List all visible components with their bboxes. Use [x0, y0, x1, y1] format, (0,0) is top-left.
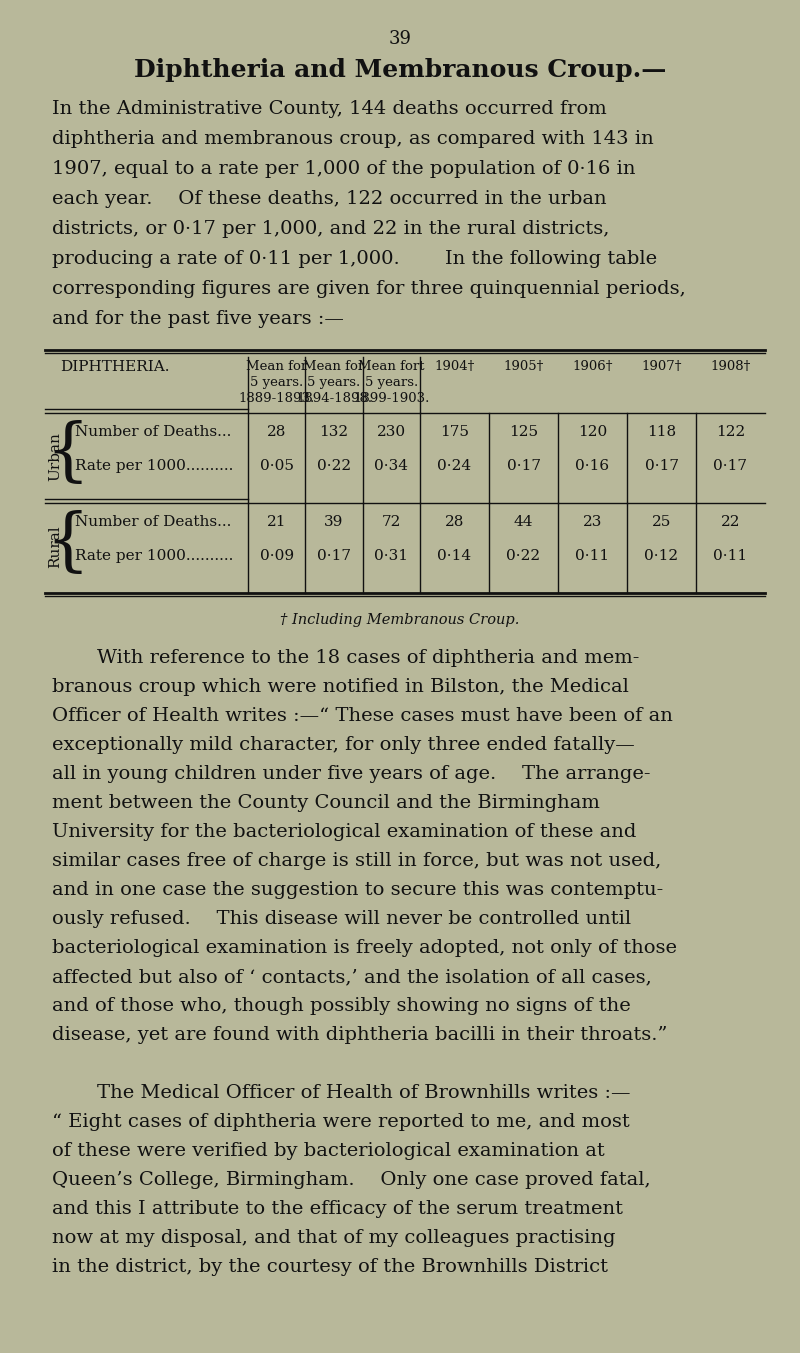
Text: and for the past five years :—: and for the past five years :— [52, 310, 344, 327]
Text: 1906†: 1906† [572, 360, 613, 373]
Text: DIPHTHERIA.: DIPHTHERIA. [60, 360, 170, 373]
Text: now at my disposal, and that of my colleagues practising: now at my disposal, and that of my colle… [52, 1229, 615, 1247]
Text: Officer of Health writes :—“ These cases must have been of an: Officer of Health writes :—“ These cases… [52, 708, 673, 725]
Text: similar cases free of charge is still in force, but was not used,: similar cases free of charge is still in… [52, 852, 662, 870]
Text: affected but also of ‘ contacts,’ and the isolation of all cases,: affected but also of ‘ contacts,’ and th… [52, 967, 652, 986]
Text: Queen’s College, Birmingham.  Only one case proved fatal,: Queen’s College, Birmingham. Only one ca… [52, 1170, 650, 1189]
Text: 39: 39 [324, 515, 344, 529]
Text: Rate per 1000..........: Rate per 1000.......... [75, 549, 234, 563]
Text: all in young children under five years of age.  The arrange-: all in young children under five years o… [52, 764, 650, 783]
Text: 21: 21 [267, 515, 286, 529]
Text: disease, yet are found with diphtheria bacilli in their throats.”: disease, yet are found with diphtheria b… [52, 1026, 667, 1045]
Text: 0·24: 0·24 [438, 459, 471, 474]
Text: 0·12: 0·12 [645, 549, 678, 563]
Text: producing a rate of 0·11 per 1,000.   In the following table: producing a rate of 0·11 per 1,000. In t… [52, 250, 657, 268]
Text: 0·11: 0·11 [575, 549, 610, 563]
Text: 23: 23 [583, 515, 602, 529]
Text: With reference to the 18 cases of diphtheria and mem-: With reference to the 18 cases of diphth… [97, 649, 639, 667]
Text: 0·17: 0·17 [506, 459, 541, 474]
Text: {: { [45, 421, 89, 487]
Text: and in one case the suggestion to secure this was contemptu-: and in one case the suggestion to secure… [52, 881, 663, 898]
Text: 0·09: 0·09 [260, 549, 294, 563]
Text: 0·05: 0·05 [260, 459, 294, 474]
Text: 125: 125 [509, 425, 538, 438]
Text: 72: 72 [382, 515, 401, 529]
Text: 132: 132 [319, 425, 349, 438]
Text: 0·17: 0·17 [317, 549, 351, 563]
Text: and this I attribute to the efficacy of the serum treatment: and this I attribute to the efficacy of … [52, 1200, 623, 1218]
Text: Mean fort
5 years.
1899-1903.: Mean fort 5 years. 1899-1903. [353, 360, 430, 405]
Text: † Including Membranous Croup.: † Including Membranous Croup. [280, 613, 520, 626]
Text: districts, or 0·17 per 1,000, and 22 in the rural districts,: districts, or 0·17 per 1,000, and 22 in … [52, 221, 610, 238]
Text: branous croup which were notified in Bilston, the Medical: branous croup which were notified in Bil… [52, 678, 629, 695]
Text: In the Administrative County, 144 deaths occurred from: In the Administrative County, 144 deaths… [52, 100, 606, 118]
Text: 0·22: 0·22 [506, 549, 541, 563]
Text: 230: 230 [377, 425, 406, 438]
Text: “ Eight cases of diphtheria were reported to me, and most: “ Eight cases of diphtheria were reporte… [52, 1114, 630, 1131]
Text: 0·34: 0·34 [374, 459, 408, 474]
Text: ment between the County Council and the Birmingham: ment between the County Council and the … [52, 794, 600, 812]
Text: {: { [45, 511, 89, 578]
Text: 122: 122 [716, 425, 745, 438]
Text: 28: 28 [445, 515, 464, 529]
Text: 1905†: 1905† [503, 360, 544, 373]
Text: 0·31: 0·31 [374, 549, 408, 563]
Text: 25: 25 [652, 515, 671, 529]
Text: Rate per 1000..........: Rate per 1000.......... [75, 459, 234, 474]
Text: 22: 22 [721, 515, 740, 529]
Text: of these were verified by bacteriological examination at: of these were verified by bacteriologica… [52, 1142, 605, 1160]
Text: Diphtheria and Membranous Croup.—: Diphtheria and Membranous Croup.— [134, 58, 666, 83]
Text: bacteriological examination is freely adopted, not only of those: bacteriological examination is freely ad… [52, 939, 677, 957]
Text: corresponding figures are given for three quinquennial periods,: corresponding figures are given for thre… [52, 280, 686, 298]
Text: Mean for
5 years.
1894-1898.: Mean for 5 years. 1894-1898. [296, 360, 372, 405]
Text: 0·22: 0·22 [317, 459, 351, 474]
Text: exceptionally mild character, for only three ended fatally—: exceptionally mild character, for only t… [52, 736, 634, 754]
Text: 0·14: 0·14 [438, 549, 471, 563]
Text: ously refused.  This disease will never be controlled until: ously refused. This disease will never b… [52, 911, 631, 928]
Text: 0·11: 0·11 [714, 549, 747, 563]
Text: Number of Deaths...: Number of Deaths... [75, 425, 231, 438]
Text: Mean for
5 years.
1889-1893.: Mean for 5 years. 1889-1893. [238, 360, 314, 405]
Text: in the district, by the courtesy of the Brownhills District: in the district, by the courtesy of the … [52, 1258, 608, 1276]
Text: Urban: Urban [48, 433, 62, 482]
Text: 0·17: 0·17 [645, 459, 678, 474]
Text: Number of Deaths...: Number of Deaths... [75, 515, 231, 529]
Text: diphtheria and membranous croup, as compared with 143 in: diphtheria and membranous croup, as comp… [52, 130, 654, 147]
Text: Rural: Rural [48, 526, 62, 568]
Text: and of those who, though possibly showing no signs of the: and of those who, though possibly showin… [52, 997, 630, 1015]
Text: 28: 28 [267, 425, 286, 438]
Text: 1907†: 1907† [642, 360, 682, 373]
Text: 39: 39 [389, 30, 411, 47]
Text: each year.  Of these deaths, 122 occurred in the urban: each year. Of these deaths, 122 occurred… [52, 189, 606, 208]
Text: 1904†: 1904† [434, 360, 474, 373]
Text: 1907, equal to a rate per 1,000 of the population of 0·16 in: 1907, equal to a rate per 1,000 of the p… [52, 160, 635, 179]
Text: 1908†: 1908† [710, 360, 750, 373]
Text: University for the bacteriological examination of these and: University for the bacteriological exami… [52, 823, 636, 842]
Text: The Medical Officer of Health of Brownhills writes :—: The Medical Officer of Health of Brownhi… [97, 1084, 630, 1101]
Text: 0·16: 0·16 [575, 459, 610, 474]
Text: 120: 120 [578, 425, 607, 438]
Text: 0·17: 0·17 [714, 459, 747, 474]
Text: 118: 118 [647, 425, 676, 438]
Text: 44: 44 [514, 515, 534, 529]
Text: 175: 175 [440, 425, 469, 438]
